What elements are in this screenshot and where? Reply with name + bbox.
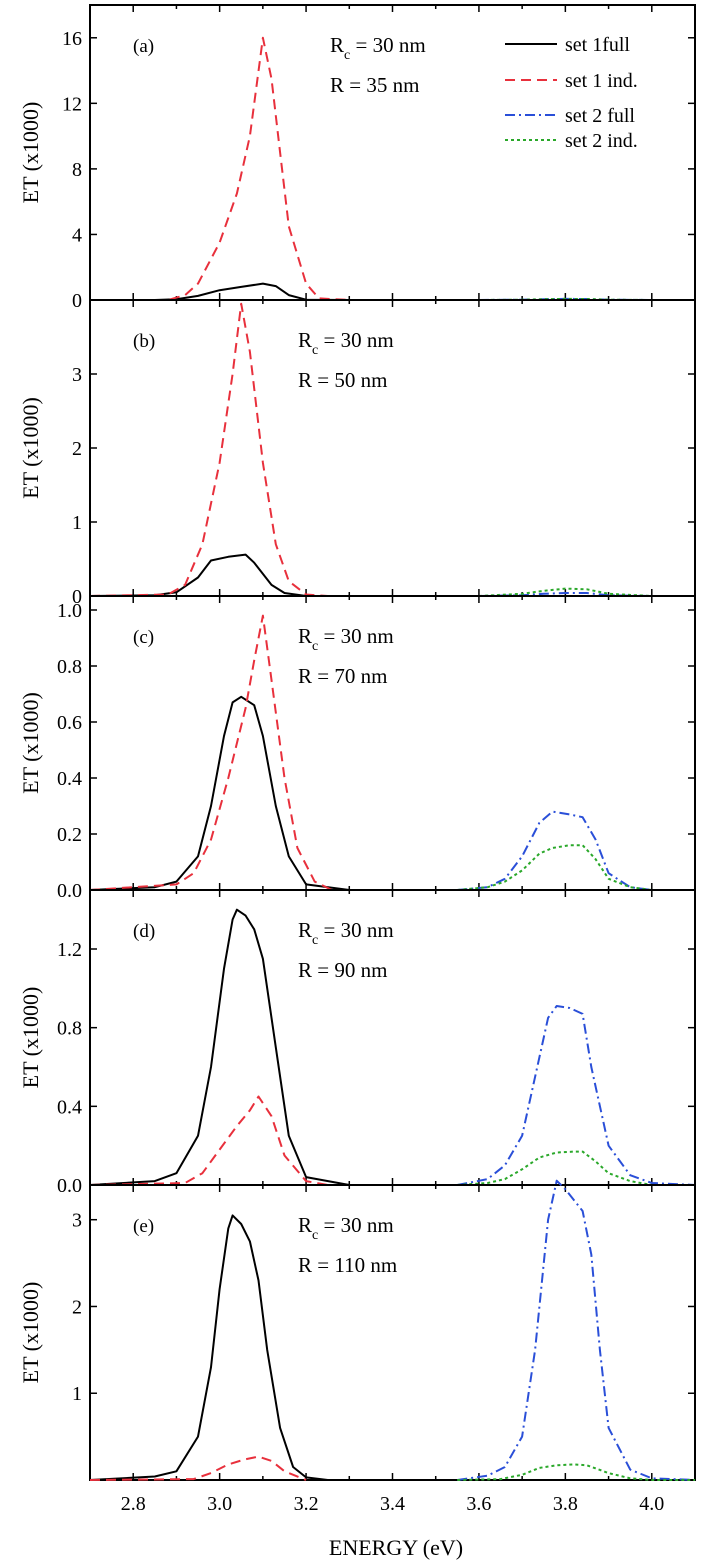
panel-b-series-set-1-ind: [89, 302, 328, 597]
rc-symbol: R: [298, 1213, 312, 1237]
legend-label-set1-ind: set 1 ind.: [565, 70, 638, 92]
legend-label-set1-full: set 1full: [565, 34, 630, 56]
rc-value: = 30 nm: [318, 624, 393, 648]
panel-e-ytick-label: 1: [72, 1383, 82, 1405]
x-tick-label: 2.8: [121, 1493, 146, 1515]
panel-c-series-set-1-ind: [89, 614, 333, 891]
panel-e-series-set-1full: [89, 1214, 350, 1481]
panel-a-series-set-1-ind: [90, 36, 350, 301]
panel-e-y-axis-label: ET (x1000): [18, 1282, 43, 1384]
rc-symbol: R: [298, 624, 312, 648]
panel-b-ytick-label: 3: [72, 364, 82, 386]
panel-d-annotation-r: R = 90 nm: [298, 958, 387, 982]
panel-d-annotation-rc: Rc = 30 nm: [298, 918, 394, 948]
panel-a-annotation-rc: Rc = 30 nm: [330, 33, 426, 63]
panel-e-ytick-label: 2: [72, 1296, 82, 1318]
panel-a-ytick-label: 0: [72, 290, 82, 312]
panel-e-series-set-2-ind: [457, 1463, 695, 1481]
panel-d-ytick-label: 0.0: [57, 1175, 82, 1197]
panel-d-tag: (d): [133, 921, 155, 942]
panel-a-ytick-label: 8: [72, 159, 82, 181]
rc-symbol: R: [330, 33, 344, 57]
panel-b-series-set-2-ind: [478, 587, 652, 597]
panel-e-series-set-1-ind: [89, 1455, 307, 1481]
x-tick-label: 3.6: [466, 1493, 491, 1515]
legend: set 1full set 1 ind. set 2 full set 2 in…: [505, 34, 638, 152]
x-tick-label: 3.8: [553, 1493, 578, 1515]
panel-b-tag: (b): [133, 331, 155, 352]
panel-e-annotation-r: R = 110 nm: [298, 1253, 397, 1277]
panel-c: 0.0 0.2 0.4 0.6 0.8 1.0 ET (x1000) (c) Rc = 30 n…: [18, 595, 696, 902]
rc-subscript: c: [312, 639, 318, 654]
panel-d-series-set-2-ind: [457, 1150, 695, 1186]
panel-c-tag: (c): [133, 627, 154, 648]
panel-a-ytick-label: 4: [72, 224, 82, 246]
rc-subscript: c: [344, 48, 350, 63]
panel-d-ytick-label: 1.2: [57, 939, 82, 961]
panel-b-ytick-label: 2: [72, 438, 82, 460]
panel-e-annotation-rc: Rc = 30 nm: [298, 1213, 394, 1243]
panel-c-series-set-1full: [89, 695, 350, 891]
panel-c-y-axis-label: ET (x1000): [18, 692, 43, 794]
legend-label-set2-full: set 2 full: [565, 105, 635, 127]
panel-c-ytick-label: 0.2: [57, 824, 82, 846]
panel-b-annotation-r: R = 50 nm: [298, 368, 387, 392]
panel-c-annotation-rc: Rc = 30 nm: [298, 624, 394, 654]
rc-value: = 30 nm: [318, 918, 393, 942]
panel-d: 0.0 0.4 0.8 1.2 ET (x1000) (d) Rc = 30 nm R = 9…: [18, 889, 696, 1197]
panel-a-ytick-label: 16: [62, 28, 82, 50]
panel-b-y-axis-label: ET (x1000): [18, 397, 43, 499]
panel-b-ytick-label: 1: [72, 512, 82, 534]
x-tick-label: 3.4: [380, 1493, 405, 1515]
panel-a-annotation-r: R = 35 nm: [330, 73, 419, 97]
panel-e-series-set-2-full: [457, 1179, 696, 1481]
panel-c-series-set-2-full: [457, 810, 695, 891]
x-axis: 2.8 3.0 3.2 3.4 3.6 3.8 4.0: [121, 1493, 665, 1515]
panel-d-ytick-label: 0.8: [57, 1018, 82, 1040]
panel-c-ytick-label: 0.4: [57, 768, 82, 790]
legend-label-set2-ind: set 2 ind.: [565, 130, 638, 152]
panel-d-series-set-2-full: [457, 1005, 696, 1186]
panel-a-ytick-label: 12: [62, 93, 82, 115]
rc-value: = 30 nm: [318, 328, 393, 352]
rc-symbol: R: [298, 918, 312, 942]
panel-d-ytick-label: 0.4: [57, 1096, 82, 1118]
panel-b-annotation-rc: Rc = 30 nm: [298, 328, 394, 358]
panel-b-ytick-label: 0: [72, 586, 82, 608]
x-tick-label: 3.2: [294, 1493, 319, 1515]
rc-subscript: c: [312, 1228, 318, 1243]
panel-d-series-set-1-ind: [89, 1095, 328, 1186]
rc-value: = 30 nm: [350, 33, 425, 57]
panel-a-tag: (a): [133, 36, 154, 57]
panel-c-ytick-label: 0.0: [57, 880, 82, 902]
panel-e-ytick-label: 3: [72, 1210, 82, 1232]
rc-value: = 30 nm: [318, 1213, 393, 1237]
panel-d-y-axis-label: ET (x1000): [18, 987, 43, 1089]
panel-b: 0 1 2 3 ET (x1000) (b) Rc = 30 nm R = 50 nm: [18, 299, 696, 608]
x-tick-label: 4.0: [639, 1493, 664, 1515]
rc-symbol: R: [298, 328, 312, 352]
panel-c-annotation-r: R = 70 nm: [298, 664, 387, 688]
panel-e-tag: (e): [133, 1216, 154, 1237]
rc-subscript: c: [312, 343, 318, 358]
rc-subscript: c: [312, 933, 318, 948]
x-tick-label: 3.0: [207, 1493, 232, 1515]
panel-e: 1 2 3 ET (x1000) (e) Rc = 30 nm R = 110 nm: [18, 1179, 696, 1481]
panel-c-ytick-label: 0.8: [57, 656, 82, 678]
panel-c-ytick-label: 1.0: [57, 600, 82, 622]
panel-c-ytick-label: 0.6: [57, 712, 82, 734]
panel-a-y-axis-label: ET (x1000): [18, 102, 43, 204]
panel-d-series-set-1full: [89, 908, 350, 1186]
panel-c-series-set-2-ind: [457, 844, 695, 891]
x-axis-label: ENERGY (eV): [329, 1535, 463, 1560]
